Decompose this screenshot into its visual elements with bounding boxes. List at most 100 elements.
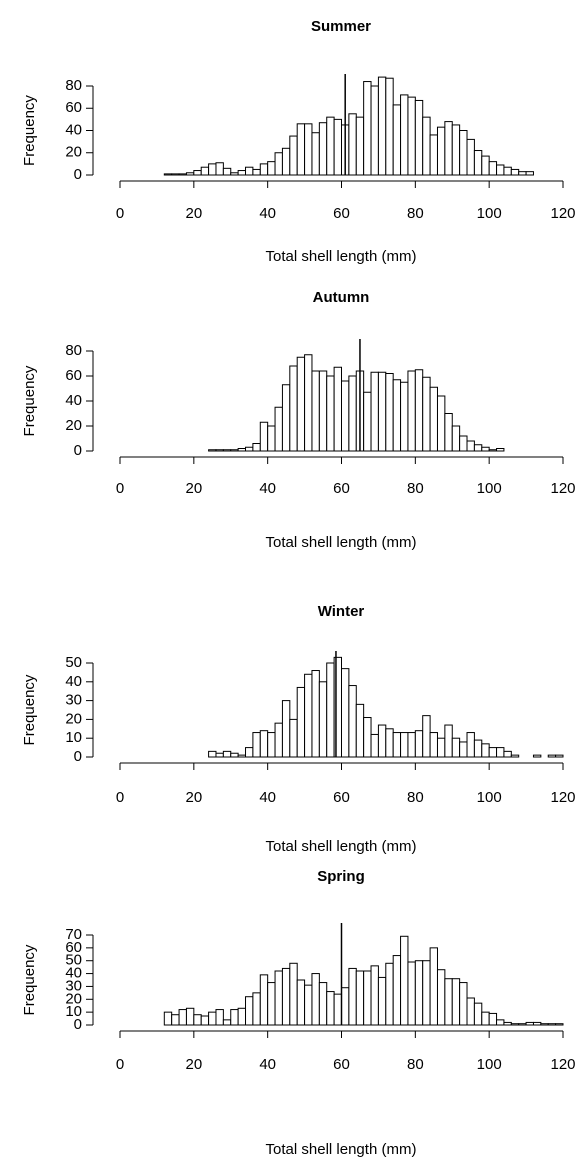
bar (222, 750, 232, 758)
y-axis-label: Frequency (21, 95, 38, 166)
bar (193, 1014, 202, 1026)
bar (451, 124, 461, 176)
bar (488, 747, 498, 758)
bar (215, 162, 224, 176)
bar (385, 373, 394, 452)
bar (333, 993, 343, 1026)
bar (222, 167, 232, 176)
y-tick-label: 10 (65, 729, 82, 746)
bar (473, 150, 483, 176)
bar (318, 370, 328, 452)
bar (281, 147, 291, 176)
x-tick-label: 60 (333, 789, 350, 806)
y-tick-label: 60 (65, 99, 82, 116)
x-tick-label: 80 (407, 480, 424, 497)
bar (333, 366, 343, 452)
bar (185, 1007, 195, 1026)
x-tick-label: 0 (116, 205, 124, 222)
bar (326, 662, 335, 758)
bar (407, 961, 416, 1026)
bar (208, 1011, 217, 1026)
bar (245, 446, 254, 452)
bar (304, 673, 313, 758)
y-tick-label: 0 (74, 442, 82, 459)
bar (215, 449, 224, 452)
bar (311, 370, 320, 452)
x-tick-label: 120 (550, 205, 575, 222)
bar (230, 172, 239, 176)
bar (488, 161, 498, 176)
bar (341, 987, 350, 1026)
bar (459, 982, 468, 1026)
chart-title: Summer (311, 18, 371, 35)
y-tick-label: 0 (74, 1016, 82, 1033)
bar (444, 724, 453, 758)
bar (436, 737, 446, 758)
x-tick-label: 100 (477, 789, 502, 806)
y-tick-label: 60 (65, 939, 82, 956)
bar (333, 118, 343, 176)
x-tick-label: 20 (185, 205, 202, 222)
bar (200, 166, 210, 176)
bar (267, 732, 276, 758)
bar (274, 406, 283, 452)
y-tick-label: 20 (65, 144, 82, 161)
bar (311, 132, 320, 176)
bar (392, 732, 402, 758)
bar (488, 1012, 498, 1026)
bar (451, 425, 461, 452)
bar (518, 1023, 527, 1026)
bar (222, 1019, 232, 1026)
bar (436, 126, 446, 176)
x-axis-label: Total shell length (mm) (266, 534, 417, 551)
bar (422, 715, 431, 758)
x-tick-label: 0 (116, 789, 124, 806)
bar (385, 962, 394, 1026)
bar (510, 1023, 520, 1026)
bar (466, 440, 475, 452)
bar (274, 970, 283, 1026)
bar (429, 947, 438, 1026)
y-tick-label: 40 (65, 965, 82, 982)
bar (230, 449, 239, 452)
bar (178, 173, 187, 176)
bar (510, 168, 520, 176)
bar (348, 375, 357, 452)
bar (525, 1021, 534, 1026)
y-tick-label: 0 (74, 748, 82, 765)
x-tick-label: 120 (550, 789, 575, 806)
bar (414, 960, 424, 1026)
bar (496, 448, 505, 452)
bar (370, 85, 379, 176)
bar (252, 992, 261, 1026)
bar (259, 421, 269, 452)
bar (532, 1021, 542, 1026)
bar (429, 386, 438, 452)
bar (281, 384, 291, 452)
x-tick-label: 80 (407, 1056, 424, 1073)
x-tick-label: 120 (550, 480, 575, 497)
bar (193, 170, 202, 176)
bar (311, 670, 320, 758)
bar (392, 955, 402, 1026)
y-tick-label: 80 (65, 342, 82, 359)
chart-title: Winter (318, 603, 365, 620)
bar (311, 973, 320, 1026)
bar (392, 379, 402, 452)
bar (377, 724, 387, 758)
x-tick-label: 40 (259, 480, 276, 497)
bar (289, 365, 298, 452)
y-tick-label: 70 (65, 926, 82, 943)
y-tick-label: 40 (65, 392, 82, 409)
y-tick-label: 50 (65, 952, 82, 969)
bar (318, 681, 328, 758)
bar (525, 171, 534, 176)
bar (289, 135, 298, 176)
y-axis-label: Frequency (21, 365, 38, 436)
bar (341, 668, 350, 758)
bar (208, 163, 217, 176)
x-tick-label: 40 (259, 1056, 276, 1073)
bar (436, 969, 446, 1026)
bar (422, 376, 431, 452)
bar (547, 1023, 557, 1026)
